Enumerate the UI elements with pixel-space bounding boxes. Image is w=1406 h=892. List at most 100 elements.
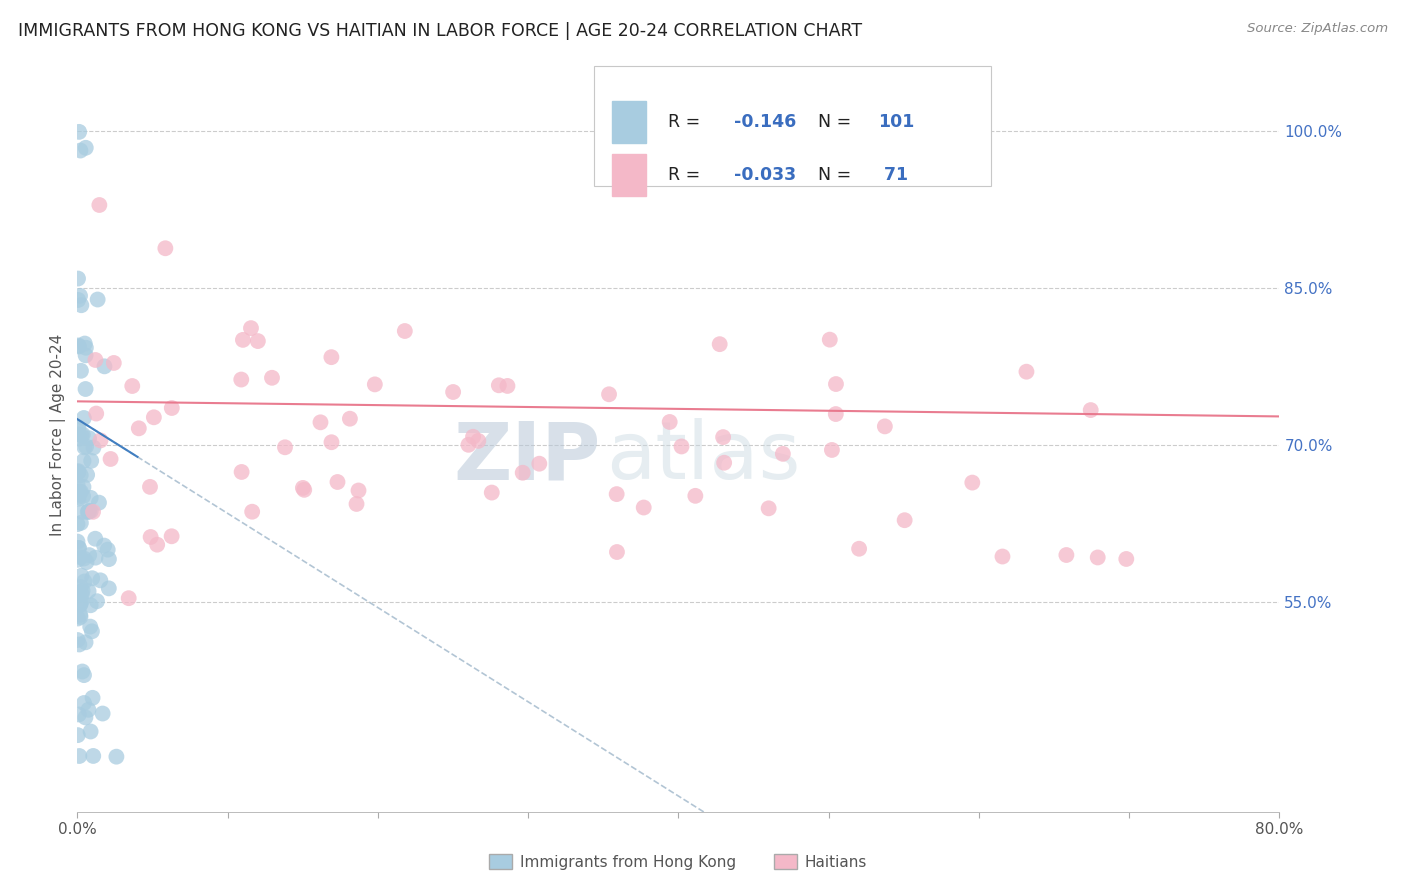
Text: ZIP: ZIP [453,418,600,497]
Point [89,574,111,588]
Text: -0.033: -0.033 [734,166,796,184]
Point [76,467,98,482]
Point [260,371,283,385]
Point [75,710,97,724]
Point [70,484,93,499]
Point [496,379,519,393]
Point [93,359,115,374]
Point [709,337,731,351]
Point [441,384,464,399]
Point [82,748,104,763]
Point [87,495,110,509]
Point [66,477,89,491]
Point [240,505,263,519]
Point [84,407,107,421]
Point [121,379,143,393]
Point [77,548,100,562]
Point [70,516,93,530]
Point [82,505,104,519]
Point [73,668,96,682]
Point [66,466,89,480]
Point [231,372,253,386]
Point [86,594,108,608]
Point [292,483,315,497]
Point [118,591,141,606]
Point [69,432,91,446]
Point [75,348,97,362]
Bar [612,102,645,143]
Point [1015,365,1038,379]
Point [82,571,104,585]
Point [75,341,97,355]
Point [818,333,841,347]
Point [72,665,94,679]
Point [671,440,693,454]
Point [67,420,90,434]
Text: IMMIGRANTS FROM HONG KONG VS HAITIAN IN LABOR FORCE | AGE 20-24 CORRELATION CHAR: IMMIGRANTS FROM HONG KONG VS HAITIAN IN … [18,22,862,40]
Point [529,457,551,471]
Point [146,538,169,552]
Point [73,440,96,454]
Point [1115,552,1137,566]
Point [66,553,89,567]
Point [457,438,479,452]
Point [70,593,93,607]
Point [75,439,97,453]
Point [97,582,120,596]
Point [67,485,90,500]
FancyBboxPatch shape [595,65,991,186]
Point [73,411,96,425]
Point [73,551,96,566]
Point [321,435,343,450]
Point [232,333,254,347]
Point [394,324,416,338]
Point [848,541,870,556]
Point [70,587,93,601]
Point [821,442,844,457]
Point [79,491,101,505]
Point [66,633,89,648]
Point [461,430,484,444]
Point [66,465,89,479]
Text: 71: 71 [877,166,908,184]
Point [1054,548,1077,562]
Point [89,434,111,448]
Point [76,555,98,569]
Text: -0.146: -0.146 [734,113,796,131]
Point [139,530,162,544]
Point [488,378,510,392]
Point [606,545,628,559]
Y-axis label: In Labor Force | Age 20-24: In Labor Force | Age 20-24 [51,334,66,536]
Point [67,487,90,501]
Point [75,141,97,155]
Point [962,475,984,490]
Point [246,334,269,348]
Point [67,541,90,555]
Point [481,485,503,500]
Point [67,638,90,652]
Point [75,382,97,396]
Point [347,483,370,498]
Point [67,491,90,506]
Point [633,500,655,515]
Point [72,583,94,598]
Point [713,456,735,470]
Point [77,584,100,599]
Point [84,353,107,368]
Point [72,454,94,468]
Point [72,489,94,503]
Point [73,696,96,710]
Point [66,534,89,549]
Point [685,489,707,503]
Point [67,338,90,352]
Point [364,377,387,392]
Legend: Immigrants from Hong Kong, Haitians: Immigrants from Hong Kong, Haitians [484,847,873,876]
Point [69,597,91,611]
Point [70,428,93,442]
Point [69,610,91,624]
Point [79,619,101,633]
Point [467,434,489,448]
Point [873,419,896,434]
Point [75,635,97,649]
Point [73,574,96,589]
